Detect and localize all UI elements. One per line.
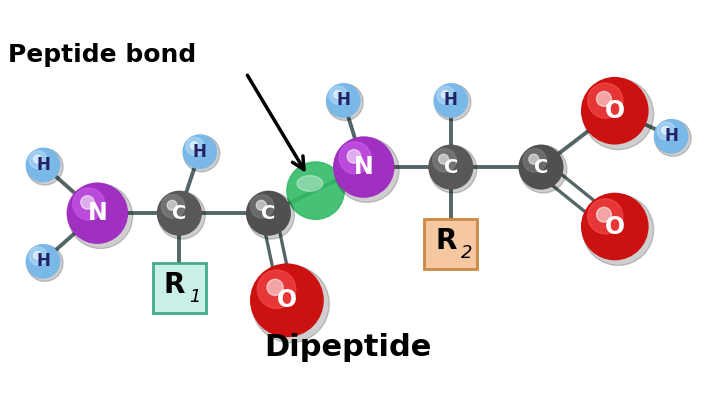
- Circle shape: [588, 83, 623, 118]
- Circle shape: [581, 77, 648, 145]
- Circle shape: [438, 154, 448, 164]
- Text: H: H: [36, 252, 50, 270]
- Circle shape: [655, 120, 691, 156]
- Text: Dipeptide: Dipeptide: [264, 333, 432, 362]
- FancyBboxPatch shape: [153, 263, 206, 313]
- Circle shape: [183, 135, 220, 172]
- Circle shape: [334, 90, 341, 98]
- Text: H: H: [444, 92, 457, 109]
- Circle shape: [588, 199, 623, 234]
- Circle shape: [658, 122, 675, 140]
- Circle shape: [583, 194, 654, 266]
- Ellipse shape: [287, 162, 344, 219]
- Circle shape: [190, 142, 198, 150]
- Circle shape: [518, 145, 563, 189]
- Circle shape: [326, 83, 361, 118]
- Circle shape: [437, 86, 455, 104]
- Circle shape: [34, 252, 41, 259]
- Circle shape: [186, 137, 204, 155]
- Circle shape: [25, 244, 61, 279]
- Circle shape: [34, 155, 41, 163]
- Circle shape: [347, 150, 361, 163]
- Circle shape: [257, 270, 296, 308]
- Text: H: H: [337, 92, 350, 109]
- Circle shape: [247, 192, 294, 239]
- Text: 2: 2: [460, 244, 472, 262]
- Text: O: O: [604, 99, 625, 123]
- Circle shape: [81, 196, 94, 209]
- Circle shape: [429, 145, 477, 193]
- Circle shape: [29, 247, 47, 265]
- Circle shape: [182, 134, 217, 169]
- Circle shape: [267, 279, 284, 296]
- Ellipse shape: [297, 175, 323, 192]
- Text: C: C: [262, 204, 276, 223]
- Text: R: R: [163, 271, 185, 299]
- Text: Peptide bond: Peptide bond: [8, 43, 197, 67]
- Text: O: O: [277, 288, 297, 312]
- Text: O: O: [604, 215, 625, 238]
- Circle shape: [252, 265, 329, 343]
- Text: C: C: [172, 204, 187, 223]
- FancyBboxPatch shape: [424, 219, 477, 268]
- Text: N: N: [88, 201, 107, 225]
- Circle shape: [441, 90, 449, 98]
- Text: N: N: [354, 155, 373, 179]
- Circle shape: [29, 151, 47, 169]
- Text: R: R: [435, 227, 457, 255]
- Circle shape: [256, 200, 267, 210]
- Circle shape: [583, 79, 654, 150]
- Circle shape: [334, 138, 399, 203]
- Circle shape: [68, 184, 133, 249]
- Circle shape: [529, 154, 539, 164]
- Circle shape: [662, 127, 670, 134]
- Circle shape: [26, 148, 63, 185]
- Text: H: H: [664, 127, 678, 145]
- Circle shape: [654, 119, 689, 154]
- Circle shape: [246, 191, 291, 236]
- Circle shape: [581, 193, 648, 260]
- Text: H: H: [36, 156, 50, 174]
- Circle shape: [66, 182, 128, 244]
- Text: 1: 1: [189, 288, 200, 306]
- Text: C: C: [534, 157, 548, 177]
- Circle shape: [428, 145, 474, 189]
- Text: H: H: [193, 143, 206, 161]
- Circle shape: [73, 188, 105, 220]
- Circle shape: [25, 148, 61, 182]
- Circle shape: [597, 92, 612, 106]
- Circle shape: [333, 136, 395, 198]
- Circle shape: [250, 195, 274, 218]
- Circle shape: [433, 83, 468, 118]
- Circle shape: [327, 84, 363, 120]
- Circle shape: [157, 191, 202, 236]
- Circle shape: [167, 200, 177, 210]
- Circle shape: [597, 207, 612, 222]
- Circle shape: [520, 145, 567, 193]
- Circle shape: [329, 86, 347, 104]
- Circle shape: [161, 195, 185, 218]
- Circle shape: [433, 149, 456, 172]
- Text: C: C: [444, 157, 458, 177]
- Circle shape: [158, 192, 205, 239]
- Circle shape: [250, 263, 324, 337]
- Circle shape: [523, 149, 547, 172]
- Circle shape: [26, 245, 63, 282]
- Circle shape: [434, 84, 471, 120]
- Circle shape: [339, 142, 371, 174]
